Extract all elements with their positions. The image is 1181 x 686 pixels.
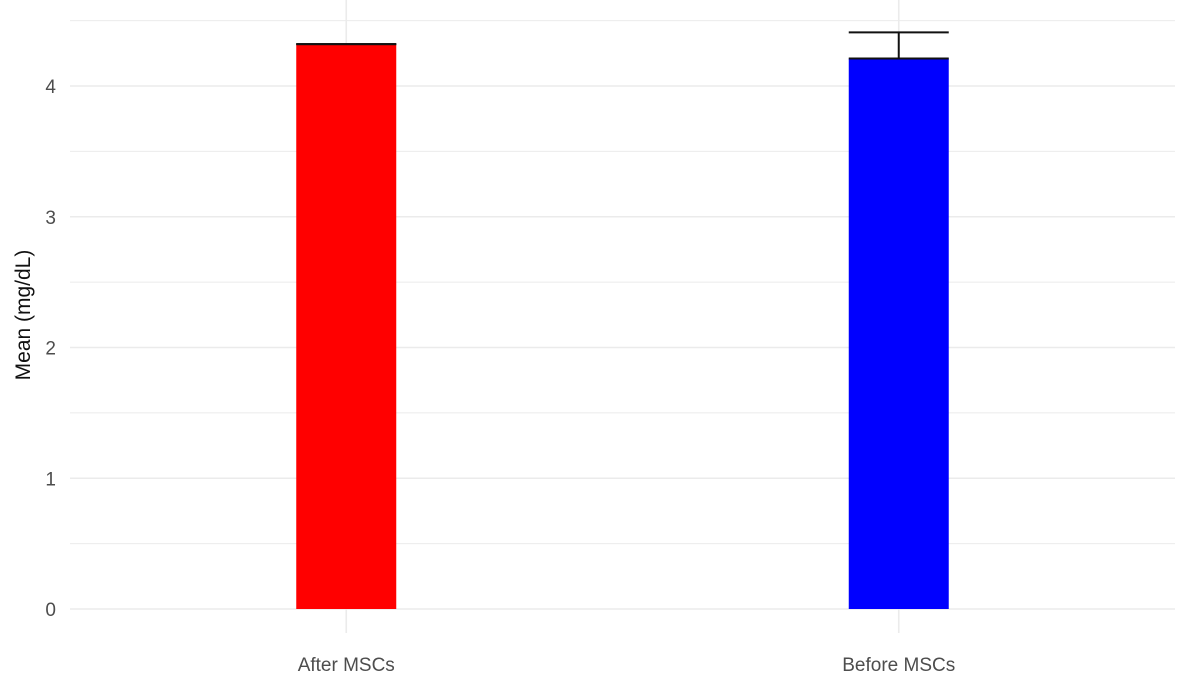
y-tick-label: 3 [45,208,56,229]
y-tick-labels: 0 1 2 3 4 [45,77,56,621]
x-tick-label: Before MSCs [842,655,955,676]
x-tick-labels: After MSCs Before MSCs [298,655,956,676]
gridlines [70,0,1175,633]
y-tick-label: 4 [45,77,56,98]
y-tick-label: 1 [45,469,56,490]
bar-after-mscs [296,44,397,610]
y-tick-label: 2 [45,339,56,360]
bar-before-mscs [848,58,949,610]
bars [296,31,949,610]
y-tick-label: 0 [45,600,56,621]
x-tick-label: After MSCs [298,655,395,676]
y-axis-label: Mean (mg/dL) [12,250,35,381]
